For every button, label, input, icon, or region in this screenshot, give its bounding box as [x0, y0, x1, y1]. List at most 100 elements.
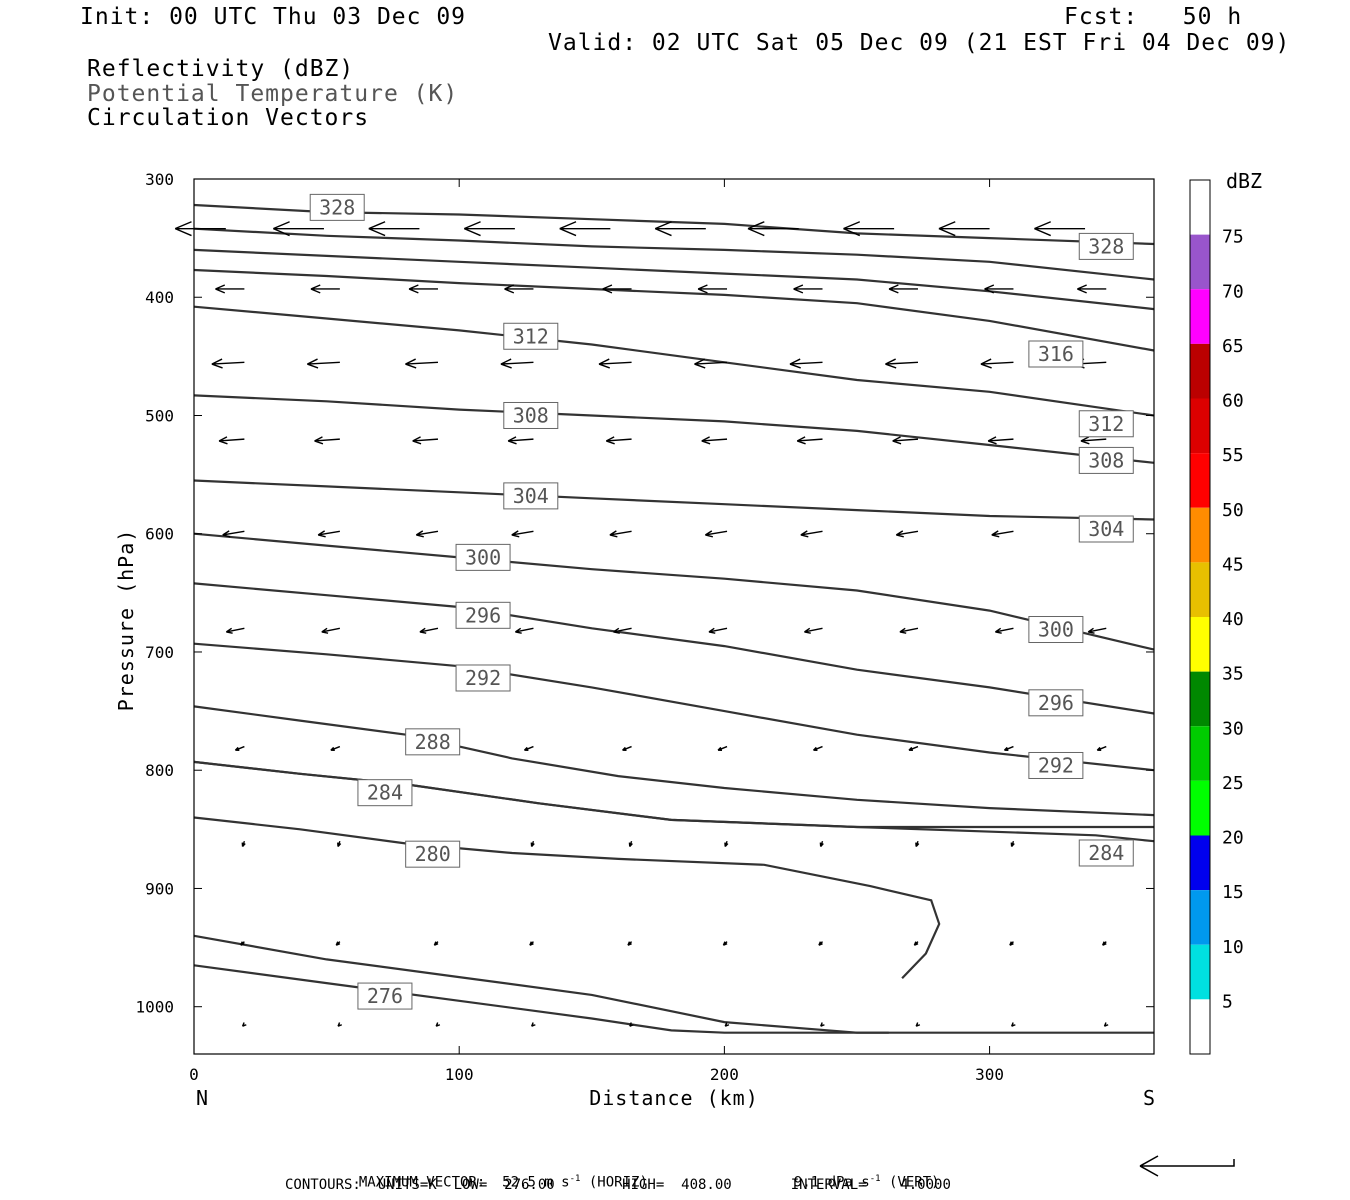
circulation-vector: [627, 941, 633, 946]
circulation-vector: [701, 436, 728, 445]
colorbar-swatch: [1190, 453, 1210, 508]
valid-time: Valid: 02 UTC Sat 05 Dec 09 (21 EST Fri …: [548, 30, 1291, 56]
circulation-vector: [225, 627, 245, 634]
theta-contour-276: [193, 964, 889, 1034]
circulation-vector: [514, 627, 534, 634]
colorbar-swatch: [1190, 507, 1210, 563]
circulation-vector: [717, 745, 728, 751]
circulation-vector: [1080, 436, 1107, 445]
contour-label-box: [455, 543, 511, 571]
contour-label-300: 300: [1038, 618, 1074, 642]
circulation-vector: [598, 358, 632, 369]
contour-label-284: 284: [1088, 841, 1124, 865]
colorbar-frame: [1189, 179, 1211, 1055]
contour-label-292: 292: [465, 666, 501, 690]
circulation-vector: [174, 221, 226, 237]
circulation-vector: [793, 284, 823, 294]
circulation-vector: [330, 745, 341, 751]
contour-label-308: 308: [1088, 448, 1124, 472]
circulation-vector: [530, 1022, 536, 1027]
contour-label-284: 284: [367, 781, 403, 805]
contour-label-280: 280: [415, 842, 451, 866]
x-tick-label: 200: [710, 1065, 739, 1084]
contour-label-box: [1078, 515, 1134, 543]
circulation-vector: [796, 436, 823, 445]
max-vector-prefix: MAXIMUM VECTOR:: [358, 1174, 486, 1191]
circulation-vector: [559, 221, 611, 237]
horiz-exponent: -1: [569, 1174, 581, 1184]
contour-label-296: 296: [465, 603, 501, 627]
circulation-vector: [310, 284, 340, 294]
y-axis-label: Pressure (hPa): [114, 529, 138, 712]
circulation-vector: [704, 530, 728, 538]
horiz-unit: (HORIZ): [588, 1174, 648, 1191]
contour-label-box: [1028, 340, 1084, 368]
vert-exponent: -1: [869, 1174, 881, 1184]
circulation-vector: [899, 627, 919, 634]
contour-label-276: 276: [367, 984, 403, 1008]
circulation-vector: [818, 941, 824, 946]
colorbar-swatch: [1190, 944, 1210, 1000]
circulation-vector: [984, 284, 1014, 294]
circulation-vector: [408, 284, 438, 294]
circulation-vector: [500, 358, 534, 369]
circulation-vector: [218, 436, 245, 445]
theta-contour-292: [193, 642, 1155, 772]
circulation-vector: [504, 284, 534, 294]
circulation-vector: [694, 358, 728, 369]
colorbar-swatch: [1190, 780, 1210, 836]
field-reflectivity: Reflectivity (dBZ): [87, 56, 355, 82]
circulation-vector: [1096, 745, 1107, 751]
contour-label-box: [405, 840, 461, 868]
circulation-vector: [222, 530, 245, 538]
y-tick-label: 800: [145, 761, 174, 780]
max-vector-horiz: 52.5 m s: [502, 1174, 570, 1191]
theta-contour-304: [193, 479, 1155, 521]
x-tick-label: 0: [189, 1065, 199, 1084]
circulation-vector: [908, 745, 919, 751]
field-potential-temperature: Potential Temperature (K): [87, 81, 459, 107]
circulation-vector: [629, 1022, 634, 1027]
circulation-vector: [895, 530, 919, 538]
circulation-vector: [987, 436, 1014, 445]
theta-contour-316: [193, 268, 1155, 352]
theta-contour-284: [193, 760, 1154, 829]
circulation-vector: [314, 436, 340, 445]
colorbar-level-label: 15: [1222, 882, 1244, 903]
colorbar-level-label: 75: [1222, 227, 1244, 248]
colorbar-level-label: 70: [1222, 281, 1244, 302]
circulation-vector: [234, 745, 245, 751]
contour-label-296: 296: [1038, 691, 1074, 715]
y-tick-label: 300: [145, 170, 174, 189]
colorbar-level-label: 20: [1222, 828, 1244, 849]
field-circulation-vectors: Circulation Vectors: [87, 105, 370, 131]
circulation-vector: [915, 1022, 921, 1027]
colorbar-swatch: [1190, 562, 1210, 617]
circulation-vector: [994, 627, 1014, 634]
circulation-vector: [1102, 941, 1107, 946]
circulation-vector: [888, 284, 918, 294]
colorbar: 5 10 15 20 25 30 35 40 45 50 55 60 65 70 75: [1189, 179, 1244, 1055]
circulation-vector: [885, 358, 919, 369]
theta-contour-312: [193, 305, 1155, 417]
max-vector-label: MAXIMUM VECTOR: 52.5 m s-1 (HORIZ): [342, 1158, 648, 1191]
circulation-vector: [605, 436, 632, 445]
reference-vector-arrow: [1139, 1155, 1235, 1177]
circulation-vector: [321, 627, 340, 634]
colorbar-swatch: [1190, 180, 1210, 235]
theta-contour-308: [193, 394, 1155, 464]
x-tick-label: 100: [445, 1065, 474, 1084]
circulation-vector: [317, 530, 340, 538]
colorbar-level-label: 5: [1222, 991, 1233, 1012]
theta-contour-300: [193, 532, 1155, 651]
circulation-vector: [507, 436, 534, 445]
circulation-vector: [991, 530, 1014, 538]
circulation-vector: [724, 1022, 730, 1027]
circulation-vector: [511, 530, 534, 538]
theta-contour-288: [193, 705, 1155, 817]
colorbar-swatch: [1190, 671, 1210, 727]
contour-label-box: [309, 193, 365, 221]
contour-label-300: 300: [465, 545, 501, 569]
circulation-vector: [463, 221, 515, 237]
